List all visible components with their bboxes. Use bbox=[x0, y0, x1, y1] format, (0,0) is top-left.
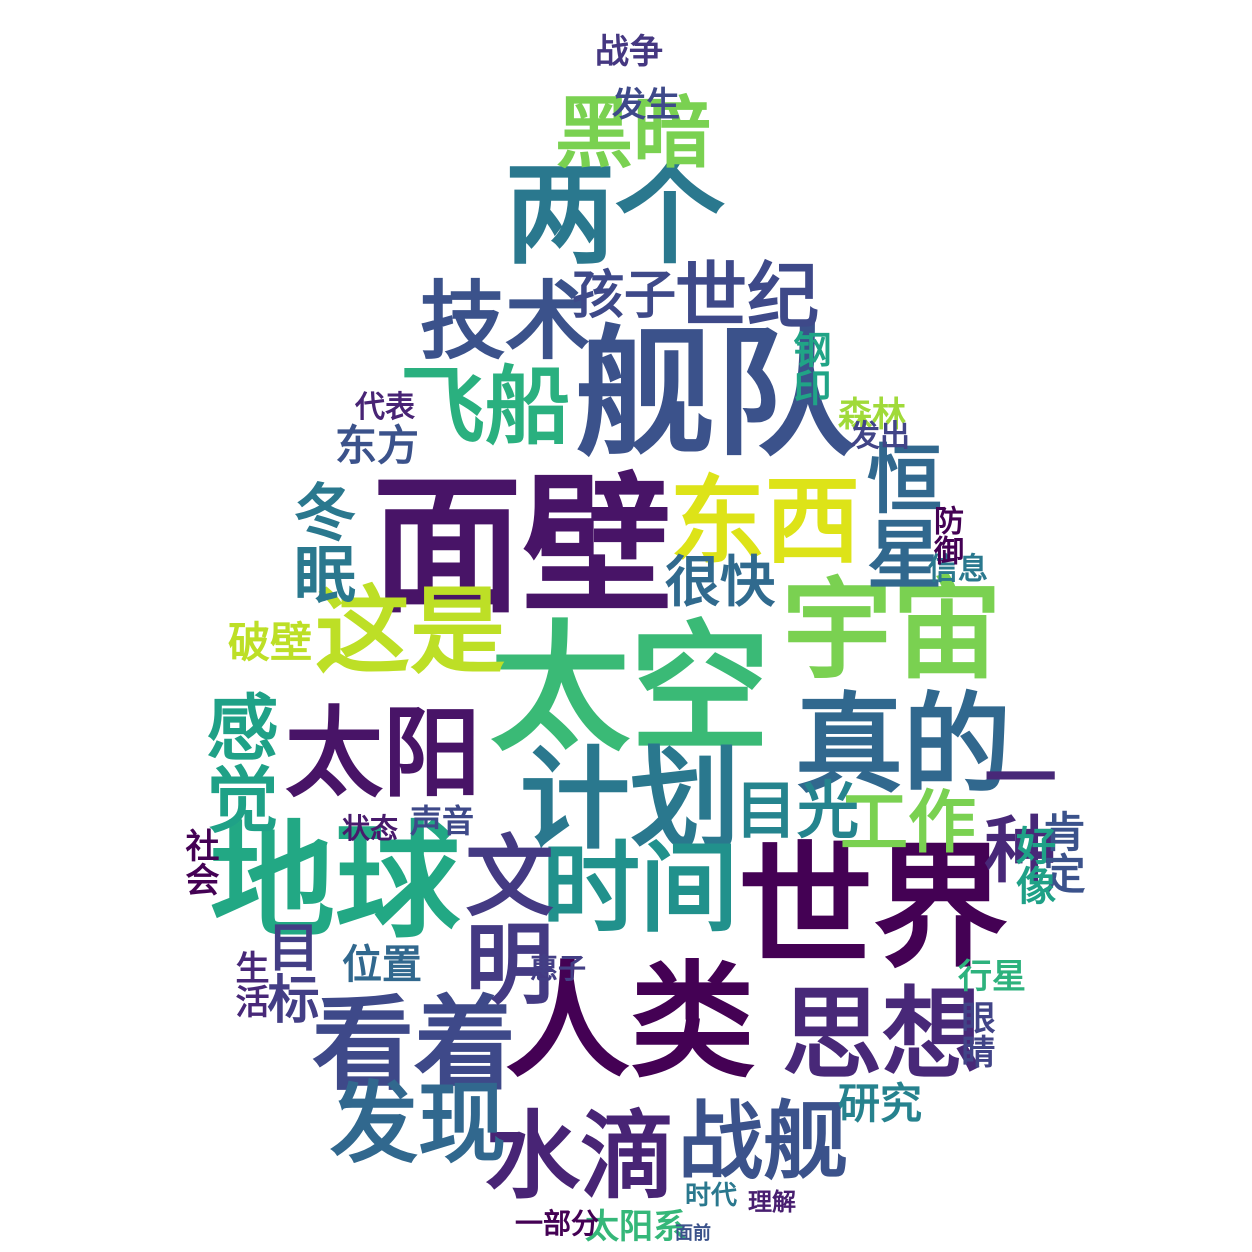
word: 舰队 bbox=[575, 313, 856, 476]
word: 代表 bbox=[355, 390, 415, 425]
word: 战争 bbox=[595, 32, 663, 72]
word: 时代 bbox=[685, 1181, 738, 1211]
word: 恒星 bbox=[854, 440, 942, 590]
word: 东方 bbox=[335, 421, 420, 470]
word: 森林 bbox=[838, 395, 906, 435]
word: 社会 bbox=[179, 828, 219, 896]
word: 技术 bbox=[420, 273, 591, 372]
word: 飞船 bbox=[400, 358, 571, 457]
word: 防御 bbox=[928, 505, 963, 565]
word: 两个 bbox=[505, 151, 725, 279]
word: 世纪 bbox=[675, 254, 820, 338]
word: 东西 bbox=[670, 467, 861, 577]
word: 钢印 bbox=[787, 330, 831, 406]
word: 生活 bbox=[229, 950, 269, 1018]
word: 位置 bbox=[342, 942, 422, 988]
word: 状态 bbox=[342, 812, 399, 845]
word: 工作 bbox=[840, 784, 977, 863]
word: 破壁 bbox=[228, 618, 313, 667]
word: 目光 bbox=[735, 774, 860, 847]
word: 发现 bbox=[330, 1072, 507, 1175]
word: 面壁 bbox=[372, 460, 673, 634]
word: 时间 bbox=[542, 832, 739, 946]
word: 行星 bbox=[958, 957, 1026, 997]
word: 目标 bbox=[258, 920, 318, 1024]
word: 发出 bbox=[850, 419, 910, 454]
word: 冬眠 bbox=[283, 480, 356, 604]
word: 战舰 bbox=[678, 1093, 849, 1192]
word: 眼睛 bbox=[955, 1000, 995, 1068]
word: 研究 bbox=[838, 1079, 923, 1128]
word: 惠子 bbox=[530, 952, 587, 985]
word: 人类 bbox=[505, 950, 755, 1095]
word: 好像 bbox=[1009, 825, 1055, 905]
word: 太阳 bbox=[285, 697, 482, 811]
word: 信息 bbox=[928, 552, 988, 587]
word: 太阳系 bbox=[585, 1207, 687, 1247]
word: 面前 bbox=[675, 1223, 711, 1244]
word: 肯定 bbox=[1037, 810, 1086, 894]
word: 一部分 bbox=[515, 1207, 600, 1240]
word: 地球 bbox=[210, 810, 460, 955]
word: 理解 bbox=[748, 1188, 796, 1216]
word: 思想 bbox=[782, 976, 982, 1093]
word: 水滴 bbox=[485, 1102, 676, 1212]
word: 文明 bbox=[451, 830, 554, 1006]
word: 感觉 bbox=[194, 690, 278, 834]
word: 宇宙 bbox=[782, 566, 1002, 694]
word: 很快 bbox=[665, 550, 776, 614]
word: 一种 bbox=[972, 740, 1056, 884]
word: 看着 bbox=[312, 986, 516, 1105]
word: 这是 bbox=[315, 577, 506, 687]
word: 发生 bbox=[612, 85, 680, 125]
word: 太空 bbox=[490, 608, 771, 771]
word: 声音 bbox=[410, 802, 475, 840]
word: 真的 bbox=[795, 683, 1012, 808]
word: 黑暗 bbox=[555, 89, 712, 179]
word: 孩子 bbox=[572, 266, 677, 326]
word: 计划 bbox=[520, 736, 740, 864]
word: 世界 bbox=[738, 829, 1008, 986]
